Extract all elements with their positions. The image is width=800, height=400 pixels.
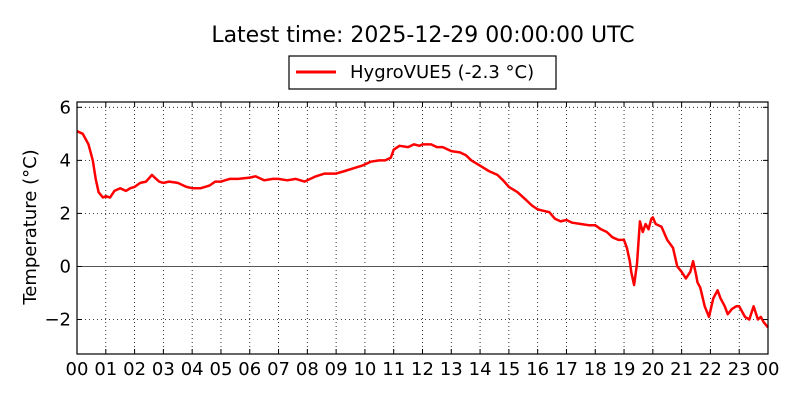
x-tick-label: 05 [210,359,233,380]
plot-frame [76,101,769,355]
series-layer [76,130,769,329]
x-tick-label: 16 [526,359,549,380]
y-tick-label: 6 [60,97,71,118]
x-tick-label: 04 [181,359,204,380]
series-line-1 [76,130,769,329]
y-axis-label: Temperature (°C) [20,149,41,305]
x-tick-label: 07 [267,359,290,380]
x-tick-label: 01 [94,359,117,380]
x-tick-label: 13 [440,359,463,380]
x-tick-label: 22 [699,359,722,380]
x-tick-label: 23 [728,359,751,380]
x-tick-label: 03 [152,359,175,380]
x-tick-label: 14 [469,359,492,380]
x-tick-label: 17 [555,359,578,380]
chart-title: Latest time: 2025-12-29 00:00:00 UTC [211,23,634,48]
y-tick-label: 0 [60,256,71,277]
x-tick-label: 18 [584,359,607,380]
x-tick-label: 20 [641,359,664,380]
x-tick-label: 00 [757,359,780,380]
x-tick-label: 15 [497,359,520,380]
x-tick-label: 00 [66,359,89,380]
y-tick-label: 4 [60,150,71,171]
y-tick-label: −2 [44,310,71,331]
x-axis-ticks: 00 01 02 03 04 05 06 07 08 09 10 11 12 13 14 15 16 17 18 19… [66,102,780,380]
x-tick-label: 06 [238,359,261,380]
x-tick-label: 02 [123,359,146,380]
x-tick-label: 08 [296,359,319,380]
legend-label-series-1: HygroVUE5 (-2.3 °C) [350,62,534,83]
x-tick-label: 09 [325,359,348,380]
x-tick-label: 12 [411,359,434,380]
y-tick-label: 2 [60,203,71,224]
x-tick-label: 21 [670,359,693,380]
y-axis-ticks: −2 0 2 4 6 [44,97,768,331]
x-tick-label: 10 [353,359,376,380]
x-tick-label: 19 [613,359,636,380]
grid [77,102,768,354]
legend: HygroVUE5 (-2.3 °C) [288,55,557,90]
plot-area-border [76,101,769,355]
x-tick-label: 11 [382,359,405,380]
